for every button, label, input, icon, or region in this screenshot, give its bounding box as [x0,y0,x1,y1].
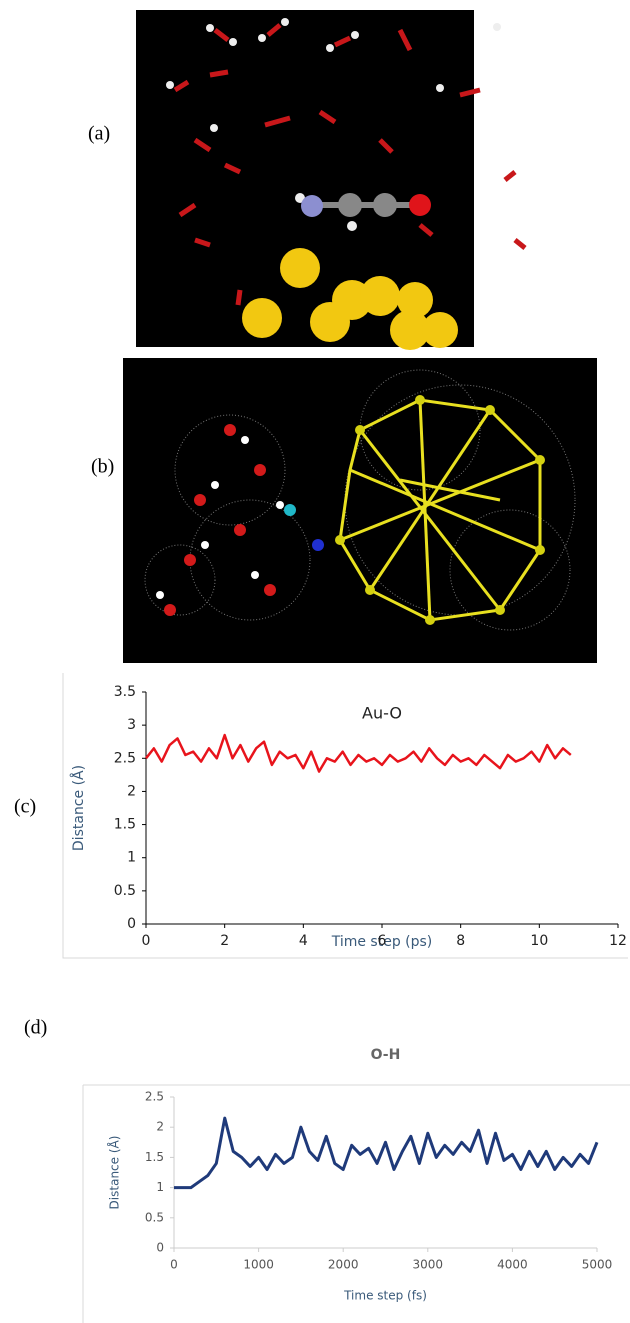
molecule-image-a [136,10,525,350]
y-tick-label: 1.5 [114,817,136,833]
chart-frame [63,673,628,958]
y-tick-label: 0 [156,1241,164,1255]
y-tick-label: 0.5 [145,1210,164,1224]
panel-label: (a) [88,123,110,145]
chart-title: O-H [371,1047,401,1063]
x-axis-label: Time step (fs) [343,1289,427,1303]
y-tick-label: 2.5 [114,750,136,766]
x-tick-label: 12 [609,933,627,949]
y-tick-label: 0.5 [114,883,136,899]
y-tick-label: 1.5 [145,1150,164,1164]
y-tick-label: 2 [156,1120,164,1134]
x-tick-label: 0 [142,933,151,949]
x-tick-label: 10 [530,933,548,949]
x-tick-label: 2000 [328,1258,359,1272]
panel-label: (b) [91,456,114,478]
y-tick-label: 3 [127,717,136,733]
chart-title: Au-O [362,704,402,723]
y-axis-label: Distance (Å) [70,765,87,851]
y-tick-label: 2 [127,783,136,799]
x-tick-label: 2 [220,933,229,949]
page: (a) (b) (c) (d) Au-OTime step (ps)Distan… [0,0,630,1323]
x-tick-label: 5000 [582,1258,613,1272]
panel-label: (c) [14,796,36,818]
x-tick-label: 0 [170,1258,178,1272]
x-tick-label: 4000 [497,1258,528,1272]
y-tick-label: 0 [127,916,136,932]
y-tick-label: 1 [156,1180,164,1194]
x-tick-label: 6 [378,933,387,949]
x-tick-label: 4 [299,933,308,949]
panel-label: (d) [24,1017,47,1039]
data-line [146,735,571,771]
y-tick-label: 1 [127,850,136,866]
x-tick-label: 1000 [243,1258,274,1272]
chart-frame [83,1085,630,1323]
x-tick-label: 8 [456,933,465,949]
y-tick-label: 2.5 [145,1090,164,1104]
x-tick-label: 3000 [413,1258,444,1272]
y-tick-label: 3.5 [114,684,136,700]
y-axis-label: Distance (Å) [107,1136,122,1210]
molecule-image-b [123,358,597,663]
figure: (a) (b) (c) (d) Au-OTime step (ps)Distan… [0,0,630,1323]
data-line [174,1118,597,1187]
